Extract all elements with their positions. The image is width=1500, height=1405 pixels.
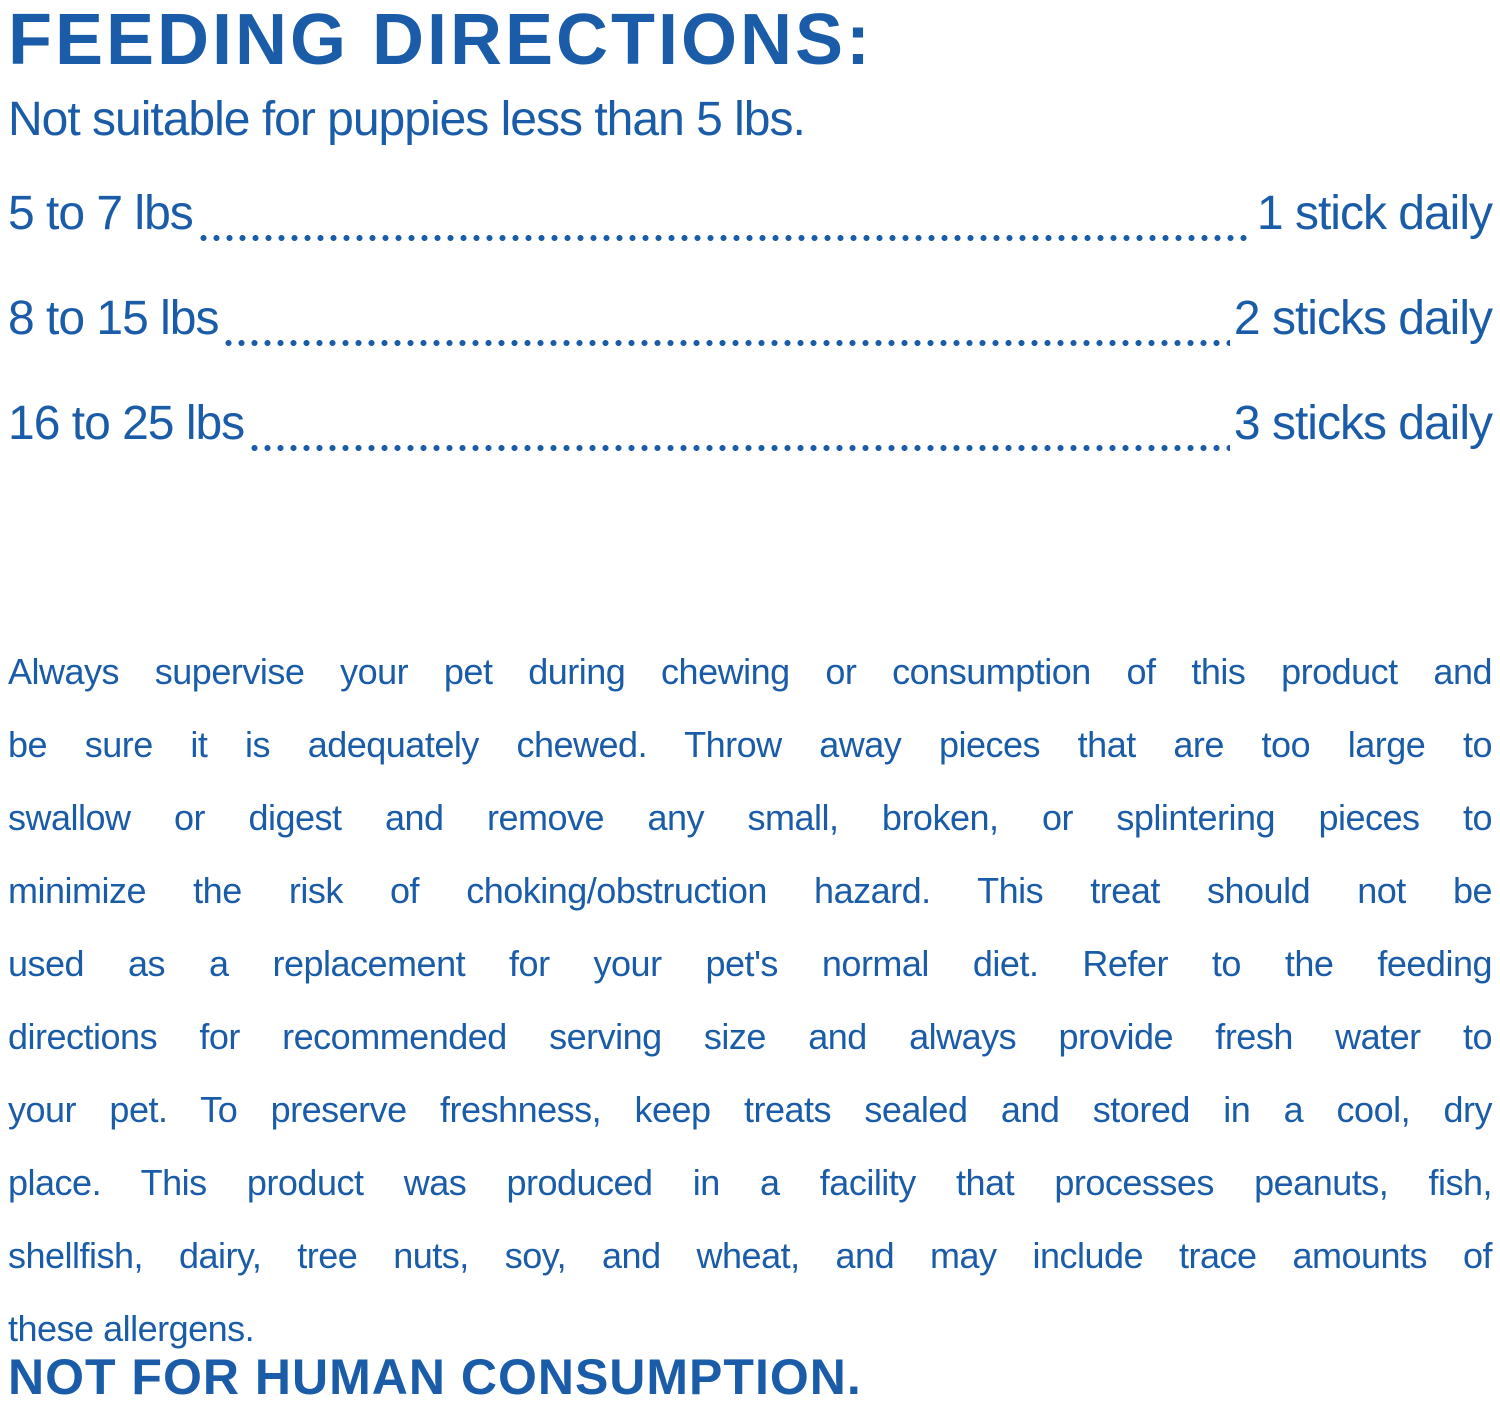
paragraph-line: directions for recommended serving size …	[8, 1016, 1493, 1057]
feeding-row-5-7-lbs: 5 to 7 lbs 1 stick daily	[8, 186, 1493, 246]
paragraph-line: used as a replacement for your pet's nor…	[8, 943, 1493, 984]
dot-leader	[222, 339, 1230, 347]
paragraph-line: minimize the risk of choking/obstruction…	[8, 870, 1493, 911]
weight-range: 8 to 15 lbs	[8, 292, 219, 345]
feeding-directions-heading: FEEDING DIRECTIONS:	[8, 0, 874, 80]
paragraph-line: your pet. To preserve freshness, keep tr…	[8, 1089, 1493, 1130]
paragraph-line: be sure it is adequately chewed. Throw a…	[8, 724, 1493, 765]
paragraph-line: shellfish, dairy, tree nuts, soy, and wh…	[8, 1235, 1493, 1276]
serving-amount: 1 stick daily	[1256, 187, 1493, 240]
weight-range: 16 to 25 lbs	[8, 397, 245, 450]
serving-amount: 3 sticks daily	[1233, 397, 1493, 450]
puppy-weight-disclaimer: Not suitable for puppies less than 5 lbs…	[8, 93, 806, 146]
dot-leader	[196, 234, 1253, 242]
paragraph-line: swallow or digest and remove any small, …	[8, 797, 1493, 838]
weight-range: 5 to 7 lbs	[8, 187, 194, 240]
feeding-table: 5 to 7 lbs 1 stick daily 8 to 15 lbs 2 s…	[8, 186, 1493, 456]
feeding-row-16-25-lbs: 16 to 25 lbs 3 sticks daily	[8, 396, 1493, 456]
paragraph-line: these allergens.	[8, 1308, 255, 1349]
feeding-row-8-15-lbs: 8 to 15 lbs 2 sticks daily	[8, 291, 1493, 351]
serving-amount: 2 sticks daily	[1233, 292, 1493, 345]
supervision-paragraph: Always supervise your pet during chewing…	[8, 635, 1493, 1365]
not-for-human-consumption-warning: NOT FOR HUMAN CONSUMPTION.	[8, 1349, 862, 1405]
dot-leader	[248, 444, 1230, 452]
paragraph-line: place. This product was produced in a fa…	[8, 1162, 1493, 1203]
paragraph-line: Always supervise your pet during chewing…	[8, 651, 1493, 692]
